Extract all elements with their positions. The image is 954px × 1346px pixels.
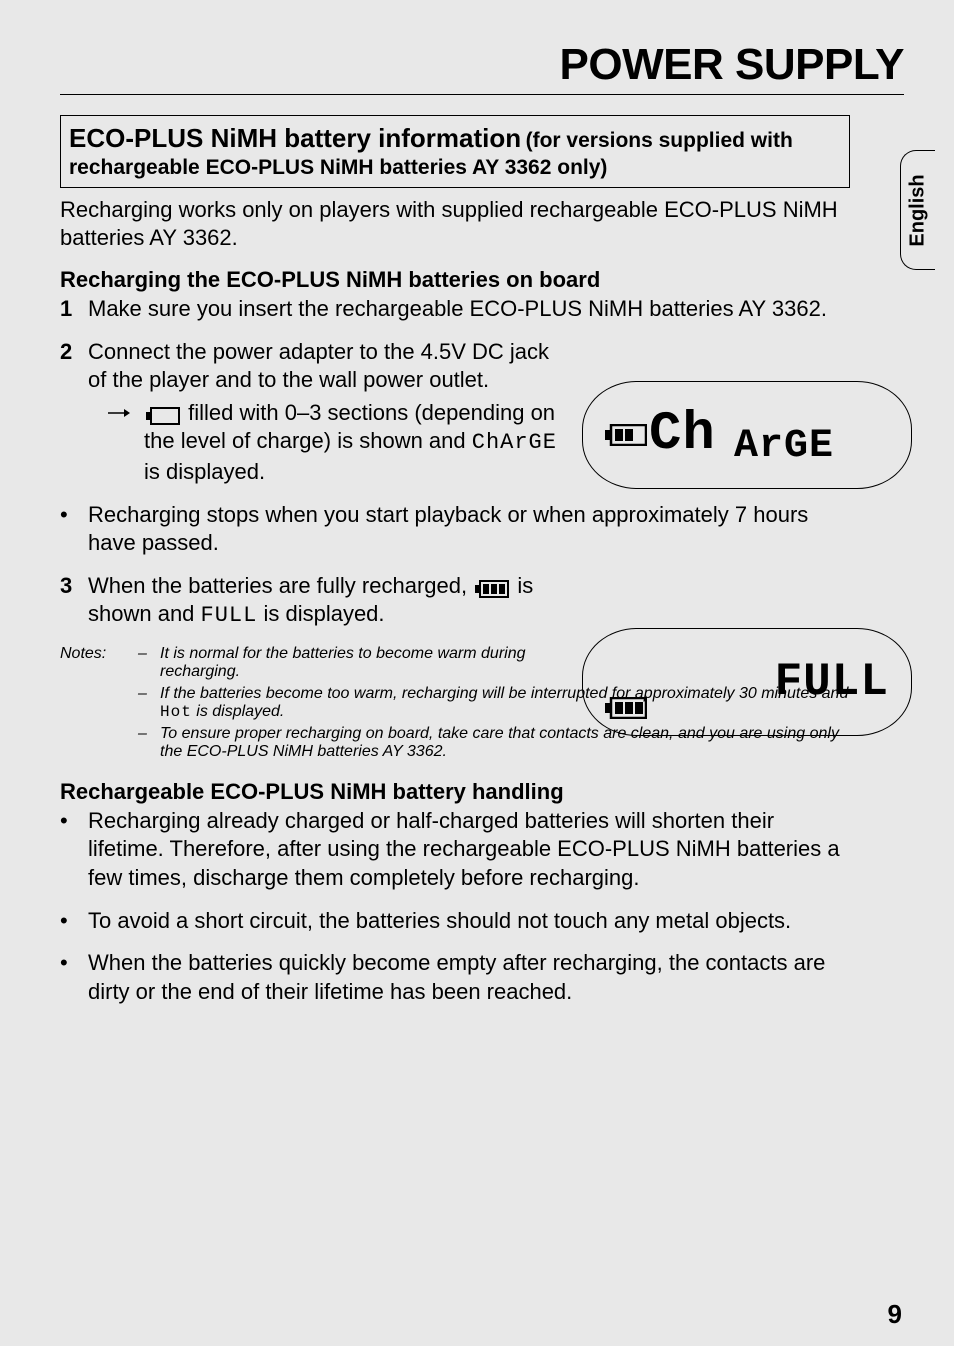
arrow-icon xyxy=(108,399,136,487)
page-title: POWER SUPPLY xyxy=(60,40,904,90)
handling-bullet-1: Recharging already charged or half-charg… xyxy=(60,807,850,893)
step-1: 1 Make sure you insert the rechargeable … xyxy=(60,295,850,324)
battery-full-icon xyxy=(475,580,509,598)
intro-paragraph: Recharging works only on players with su… xyxy=(60,196,850,253)
step-3: 3 When the batteries are fully recharged… xyxy=(60,572,850,631)
step-number: 3 xyxy=(60,572,78,631)
lcd-display-charge: Ch ArGE xyxy=(582,381,912,489)
subheading-recharge: Recharging the ECO-PLUS NiMH batteries o… xyxy=(60,267,850,293)
dash: – xyxy=(138,725,152,761)
step-2-sub-text: filled with 0–3 sections (depending on t… xyxy=(144,399,558,487)
step-text: Make sure you insert the rechargeable EC… xyxy=(88,295,850,324)
section-heading-box: ECO-PLUS NiMH battery information (for v… xyxy=(60,115,850,188)
battery-full-icon xyxy=(605,697,647,719)
step-text: When the batteries are fully recharged, … xyxy=(88,572,558,631)
step-number: 1 xyxy=(60,295,78,324)
handling-bullet-2: To avoid a short circuit, the batteries … xyxy=(60,907,850,936)
lcd-text-charge: Ch ArGE xyxy=(649,398,889,473)
info-bullets: Recharging stops when you start playback… xyxy=(60,501,850,558)
section-title: ECO-PLUS NiMH battery information xyxy=(69,123,521,153)
page-number: 9 xyxy=(888,1299,902,1330)
handling-bullet-3: When the batteries quickly become empty … xyxy=(60,949,850,1006)
language-tab-label: English xyxy=(907,174,930,246)
step-2-sub: filled with 0–3 sections (depending on t… xyxy=(108,399,558,487)
steps-list-cont: 3 When the batteries are fully recharged… xyxy=(60,572,850,631)
svg-text:ArGE: ArGE xyxy=(734,424,834,468)
content-area: ECO-PLUS NiMH battery information (for v… xyxy=(60,115,850,1006)
battery-icon xyxy=(605,424,647,446)
svg-text:Ch: Ch xyxy=(649,404,716,465)
battery-icon xyxy=(146,407,180,425)
step-number: 2 xyxy=(60,338,78,487)
bullet-recharging-stops: Recharging stops when you start playback… xyxy=(60,501,850,558)
lcd-text-full: FULL xyxy=(775,656,889,708)
lcd-display-full: FULL xyxy=(582,628,912,736)
notes-label: Notes: xyxy=(60,645,130,681)
title-rule xyxy=(60,94,904,95)
step-text: Connect the power adapter to the 4.5V DC… xyxy=(88,338,558,487)
language-tab: English xyxy=(900,150,935,270)
note-1: It is normal for the batteries to become… xyxy=(160,645,590,681)
dash: – xyxy=(138,645,152,681)
handling-bullets: Recharging already charged or half-charg… xyxy=(60,807,850,1007)
dash: – xyxy=(138,685,152,721)
subheading-handling: Rechargeable ECO-PLUS NiMH battery handl… xyxy=(60,779,850,805)
